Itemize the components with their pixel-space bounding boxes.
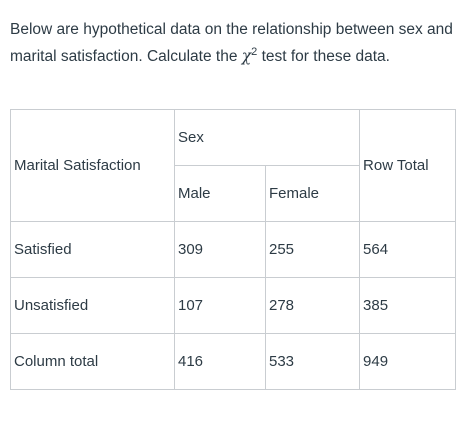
male-value-cell: 309 [174,221,266,278]
column-header-female: Female [269,185,320,202]
row-header-label: Marital Satisfaction [14,157,141,174]
table-row: Unsatisfied 107 278 385 [10,277,457,334]
female-value-cell: 255 [264,221,361,278]
female-value-cell: 278 [264,277,361,334]
column-header-male: Male [178,185,211,202]
contingency-table: Marital Satisfaction Sex Row Total Male … [10,109,457,390]
male-value: 309 [178,241,204,258]
male-value-cell: 416 [174,333,266,390]
chi-symbol: χ [241,47,252,65]
total-value: 385 [363,297,389,314]
prompt-text-before: Below are hypothetical data on the relat… [10,21,453,65]
table-row: Satisfied 309 255 564 [10,221,457,278]
column-header-male-cell: Male [174,165,266,222]
female-value: 278 [269,297,295,314]
female-value-cell: 533 [264,333,361,390]
group-label-sex: Sex [178,129,204,146]
row-label-cell: Satisfied [10,221,175,278]
question-prompt: Below are hypothetical data on the relat… [10,16,456,70]
total-value-cell: 385 [359,277,457,334]
table-row: Column total 416 533 949 [10,333,457,390]
female-value: 533 [269,353,295,370]
male-value: 107 [178,297,204,314]
row-header-label-cell: Marital Satisfaction [10,109,175,222]
total-value-cell: 564 [359,221,457,278]
total-value: 564 [363,241,389,258]
female-value: 255 [269,241,295,258]
row-label: Column total [14,353,99,370]
total-value: 949 [363,353,389,370]
row-label: Unsatisfied [14,297,89,314]
prompt-text-after: test for these data. [257,48,390,65]
row-label-cell: Unsatisfied [10,277,175,334]
group-label-cell: Sex [173,109,361,166]
row-total-label-cell: Row Total [359,109,457,222]
row-total-label: Row Total [363,157,429,174]
table-subheader-row: Male Female [11,165,456,222]
table-header-row: Marital Satisfaction Sex Row Total [10,109,457,222]
row-label: Satisfied [14,241,72,258]
male-value-cell: 107 [174,277,266,334]
total-value-cell: 949 [359,333,457,390]
row-label-cell: Column total [10,333,175,390]
chi-superscript: 2 [251,45,258,58]
male-value: 416 [178,353,204,370]
column-header-female-cell: Female [264,165,361,222]
